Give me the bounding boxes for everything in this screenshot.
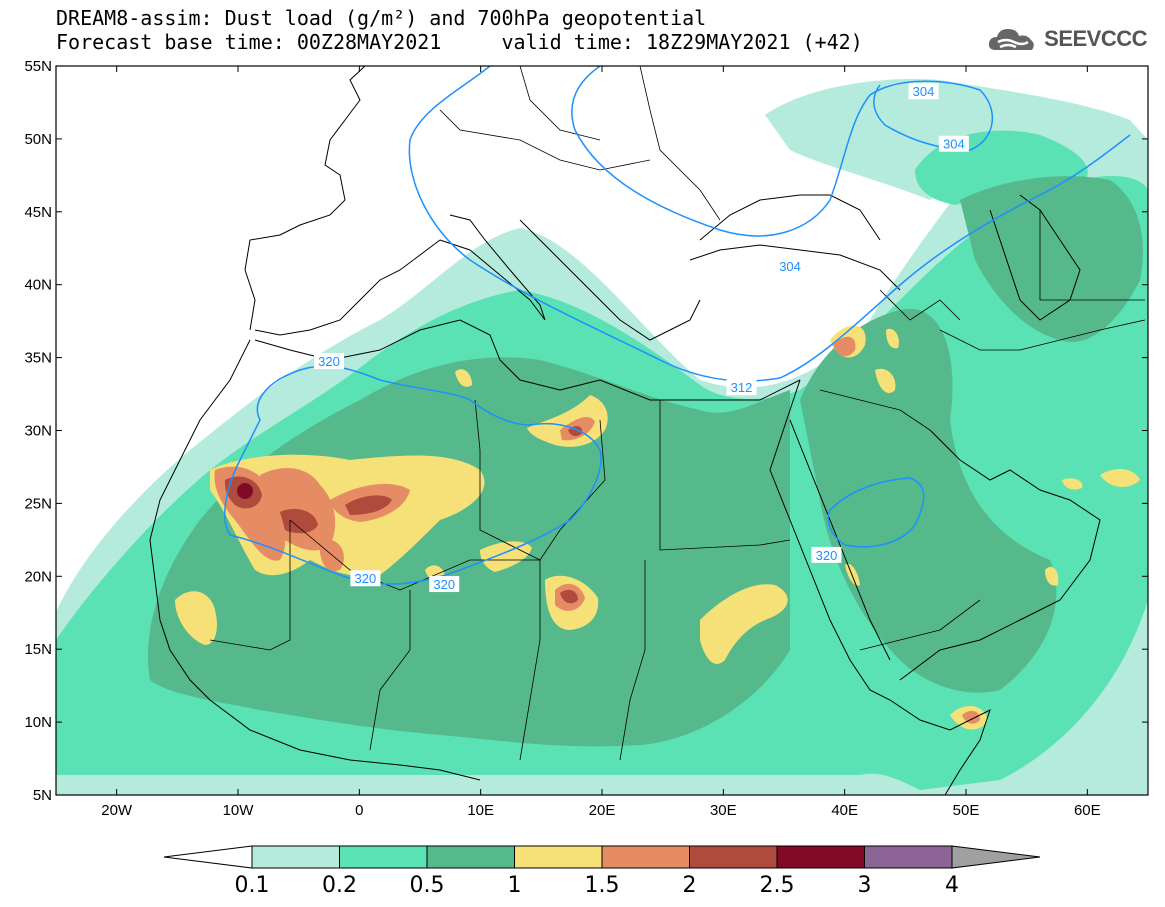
contour-label: 304: [943, 137, 965, 152]
cloud-icon: [989, 29, 1034, 50]
dust-level-2.5: [237, 483, 253, 499]
lon-tick-label: 0: [355, 802, 363, 819]
lon-tick-label: 10E: [467, 802, 494, 819]
lat-tick-label: 25N: [24, 495, 52, 512]
contour-label: 304: [779, 259, 801, 274]
lon-tick-label: 50E: [953, 802, 980, 819]
lon-tick-label: 10W: [223, 802, 255, 819]
contour-label-bg: [429, 576, 460, 593]
colorbar-segment: [514, 845, 603, 869]
lat-tick-label: 40N: [24, 277, 52, 294]
contour-labels: 304 304 304 312 320 320 320 320: [314, 83, 969, 593]
contour-label-bg: [908, 83, 939, 100]
coastlines: [149, 66, 1146, 795]
lat-tick-label: 50N: [24, 131, 52, 148]
map-area: 304 304 304 312 320 320 320 320: [56, 66, 1148, 795]
colorbar-segment: [601, 845, 690, 869]
lon-tick-label: 60E: [1074, 802, 1101, 819]
colorbar-label: 4: [945, 873, 959, 898]
colorbar-segment: [339, 845, 428, 869]
seevccc-logo: SEEVCCC: [986, 24, 1147, 54]
colorbar-label: 1: [508, 873, 522, 898]
colorbar-left-arrow: [163, 845, 253, 869]
contour-label: 320: [816, 548, 838, 563]
lon-tick-label: 20W: [101, 802, 133, 819]
dust-level-0.5: [148, 176, 1143, 747]
colorbar-segment: [426, 845, 515, 869]
contour-label-bg: [350, 570, 381, 587]
colorbar-label: 2: [683, 873, 697, 898]
lon-tick-label: 40E: [831, 802, 858, 819]
colorbar-label: 0.5: [410, 873, 445, 898]
logo-text: SEEVCCC: [1044, 26, 1147, 51]
contour-label-bg: [938, 135, 969, 152]
lat-tick-label: 15N: [24, 641, 52, 658]
colorbar-label: 2.5: [760, 873, 795, 898]
colorbar-label: 0.2: [322, 873, 357, 898]
contour-label-bg: [726, 379, 757, 396]
colorbar: 0.1 0.2 0.5 1 1.5 2 2.5 3 4: [163, 845, 1041, 898]
colorbar-segment: [776, 845, 865, 869]
contour-label: 312: [731, 380, 753, 395]
lat-tick-label: 10N: [24, 714, 52, 731]
contour-label-bg: [775, 258, 806, 275]
colorbar-segment: [864, 845, 953, 869]
lon-tick-label: 20E: [589, 802, 616, 819]
lat-tick-label: 30N: [24, 423, 52, 440]
lat-tick-label: 55N: [24, 58, 52, 75]
contour-label: 320: [433, 577, 455, 592]
geopotential-contours: [224, 66, 1131, 585]
map-title: DREAM8-assim: Dust load (g/m²) and 700hP…: [56, 6, 707, 30]
colorbar-label: 1.5: [585, 873, 620, 898]
longitude-axis: 20W 10W 0 10E 20E 30E 40E 50E 60E: [101, 66, 1101, 819]
colorbar-segment: [251, 845, 340, 869]
colorbar-segment: [689, 845, 778, 869]
colorbar-right-arrow: [951, 845, 1041, 869]
forecast-times: Forecast base time: 00Z28MAY2021 valid t…: [56, 30, 863, 54]
contour-label: 320: [318, 354, 340, 369]
contour-label: 304: [913, 84, 935, 99]
colorbar-label: 3: [858, 873, 872, 898]
lat-tick-label: 20N: [24, 568, 52, 585]
lat-tick-label: 35N: [24, 350, 52, 367]
lat-tick-label: 5N: [33, 787, 52, 804]
lat-tick-label: 45N: [24, 204, 52, 221]
contour-label: 320: [355, 571, 377, 586]
lon-tick-label: 30E: [710, 802, 737, 819]
contour-label-bg: [811, 546, 842, 563]
contour-label-bg: [314, 352, 344, 369]
latitude-axis: 55N 50N 45N 40N 35N 30N 25N 20N 15N 10N 5N: [24, 58, 1148, 804]
colorbar-label: 0.1: [235, 873, 270, 898]
